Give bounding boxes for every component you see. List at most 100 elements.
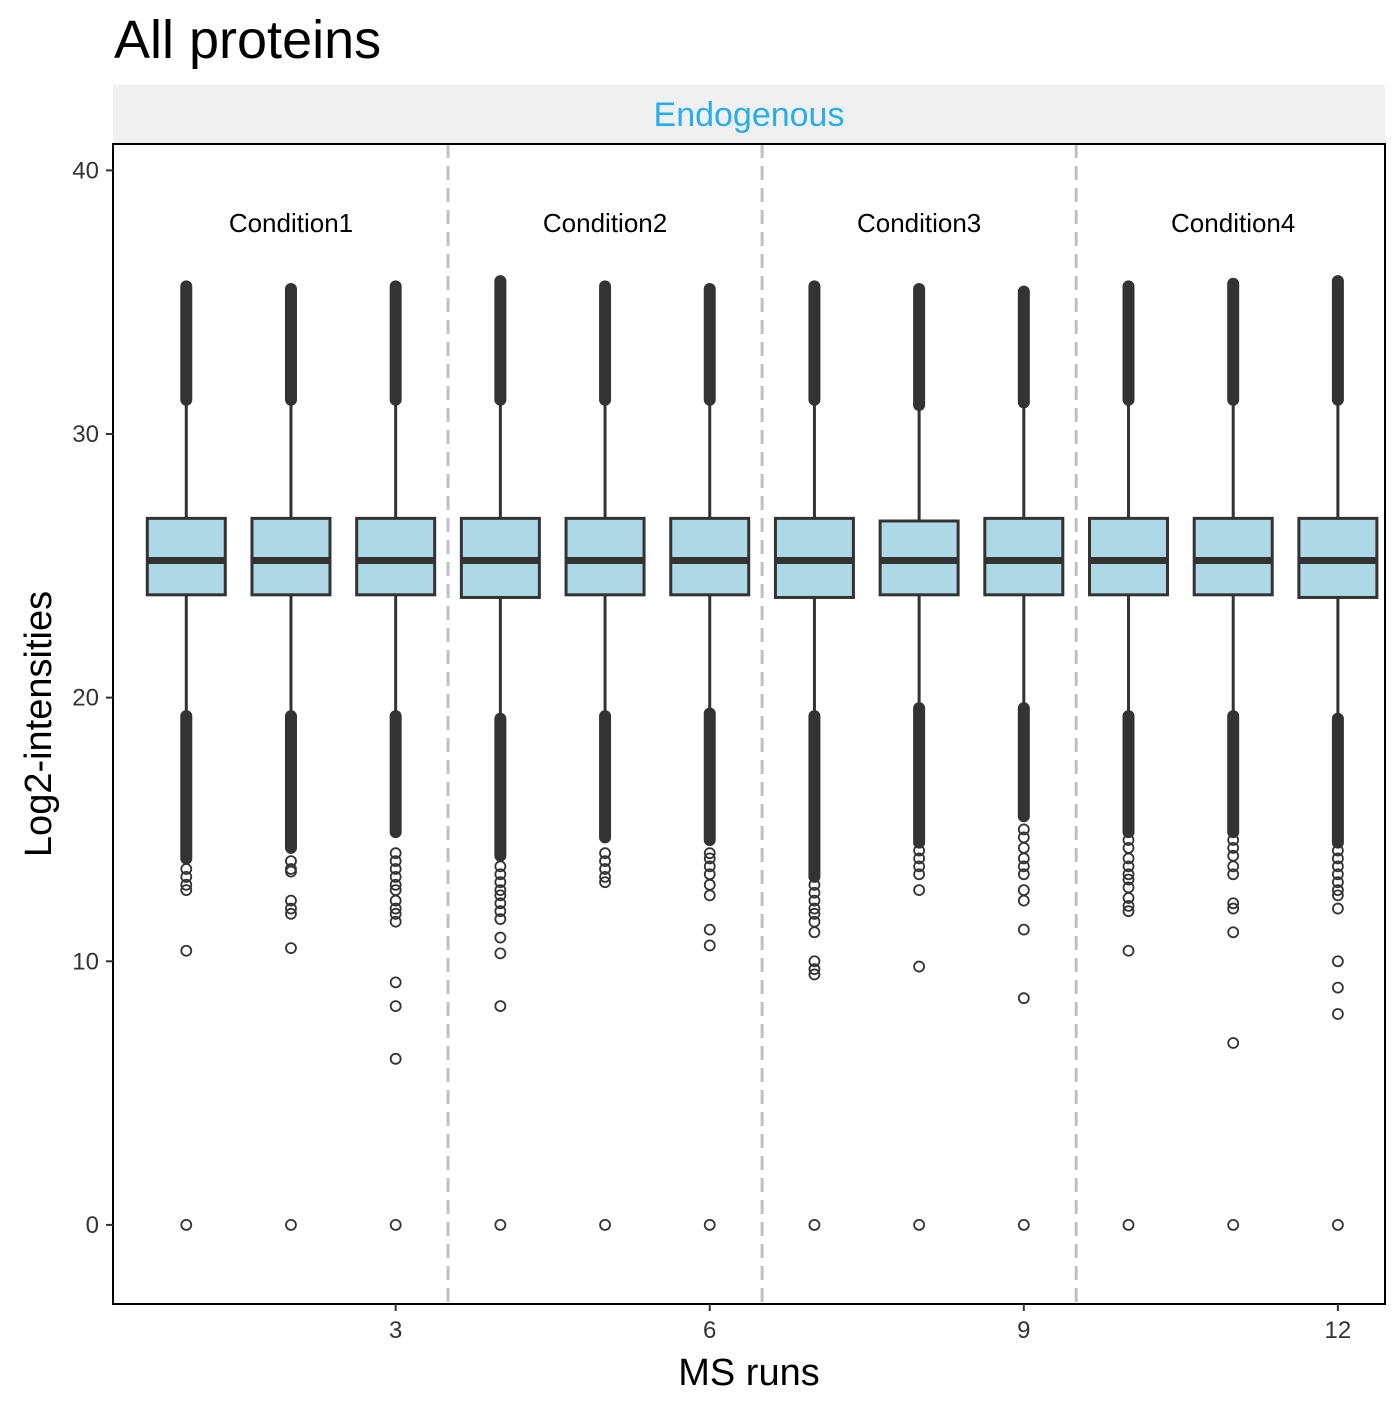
- outlier-point: [703, 847, 716, 860]
- outlier-point: [494, 913, 507, 925]
- outlier-point: [599, 1219, 611, 1231]
- outlier-point: [389, 915, 402, 928]
- outlier-point: [913, 844, 926, 857]
- x-tick-label: 12: [1325, 1317, 1352, 1344]
- outlier-point: [913, 852, 926, 865]
- outlier-point: [494, 897, 507, 910]
- x-axis-title: MS runs: [678, 1352, 819, 1394]
- outlier-point: [1017, 823, 1030, 836]
- box-iqr: [564, 516, 646, 597]
- box-iqr: [355, 516, 437, 597]
- outlier-point: [1227, 897, 1240, 910]
- outlier-point: [913, 884, 926, 896]
- boxplot-series: [145, 275, 1379, 1231]
- outlier-point: [389, 902, 402, 915]
- outlier-point: [1331, 852, 1344, 865]
- outlier-point: [1331, 889, 1344, 902]
- box-run-1: [145, 280, 227, 1231]
- outlier-point: [1331, 884, 1344, 896]
- outlier-point: [1017, 1219, 1030, 1231]
- outlier-point: [494, 884, 507, 896]
- outlier-point: [1227, 860, 1240, 873]
- x-tick-label: 3: [389, 1317, 402, 1344]
- box-run-8: [878, 283, 960, 1231]
- box-iqr: [1192, 516, 1274, 597]
- outlier-point: [1017, 923, 1030, 936]
- condition-label: Condition3: [857, 208, 981, 238]
- outlier-point: [1017, 868, 1030, 881]
- y-tick-label: 20: [72, 685, 99, 712]
- condition-label: Condition2: [543, 208, 667, 238]
- outlier-point: [808, 907, 821, 920]
- box-run-6: [669, 283, 751, 1231]
- outlier-point: [1227, 868, 1240, 881]
- outlier-point: [599, 871, 611, 883]
- outlier-point: [1017, 894, 1030, 907]
- outlier-point: [180, 944, 193, 957]
- outlier-point: [180, 863, 193, 875]
- outlier-point: [1017, 852, 1030, 865]
- outlier-point: [389, 1052, 402, 1065]
- outlier-point: [1227, 1219, 1240, 1231]
- outlier-point: [1331, 876, 1344, 889]
- condition-labels: Condition1 Condition2 Condition3 Condition4: [229, 208, 1296, 238]
- outlier-point: [808, 963, 821, 976]
- box-run-12: [1297, 275, 1379, 1231]
- box-run-2: [250, 283, 332, 1231]
- outlier-point: [494, 860, 507, 873]
- box-iqr: [250, 516, 332, 597]
- outlier-point: [913, 860, 926, 873]
- outlier-point: [1331, 1219, 1344, 1231]
- outlier-point: [1122, 900, 1135, 912]
- outlier-point: [285, 894, 297, 907]
- outlier-point: [703, 1219, 716, 1231]
- condition-label: Condition4: [1171, 208, 1295, 238]
- outlier-point: [1017, 860, 1030, 873]
- outlier-point: [808, 894, 821, 907]
- box-iqr: [669, 516, 751, 597]
- outlier-point: [494, 1219, 507, 1231]
- outlier-point: [1331, 981, 1344, 994]
- outlier-point: [703, 852, 716, 865]
- outlier-point: [494, 947, 507, 960]
- y-tick-label: 0: [86, 1212, 99, 1239]
- outlier-point: [1122, 892, 1135, 904]
- box-iqr: [983, 516, 1065, 597]
- outlier-point: [1122, 873, 1135, 886]
- outlier-point: [1331, 902, 1344, 915]
- outlier-point: [389, 847, 402, 860]
- outlier-point: [180, 1219, 193, 1231]
- outlier-point: [1017, 884, 1030, 896]
- outlier-point: [808, 886, 821, 899]
- outlier-point: [599, 876, 611, 889]
- outlier-point: [808, 878, 821, 891]
- condition-label: Condition1: [229, 208, 353, 238]
- outlier-point: [389, 1219, 402, 1231]
- outlier-point: [285, 902, 297, 915]
- outlier-point: [1122, 834, 1135, 846]
- y-tick-label: 10: [72, 948, 99, 975]
- outlier-point: [285, 865, 297, 878]
- box-run-7: [773, 280, 855, 1231]
- outlier-point: [180, 871, 193, 883]
- outlier-point: [1331, 860, 1344, 873]
- box-run-4: [459, 275, 541, 1231]
- outlier-point: [1331, 1008, 1344, 1020]
- outlier-point: [494, 868, 507, 881]
- outlier-point: [389, 1000, 402, 1012]
- x-axis: 3 6 9 12: [389, 1304, 1351, 1344]
- outlier-point: [599, 847, 611, 860]
- outlier-point: [1331, 955, 1344, 968]
- outlier-point: [1017, 992, 1030, 1005]
- outlier-point: [808, 1219, 821, 1231]
- outlier-point: [494, 905, 507, 918]
- facet-strip: [113, 85, 1385, 143]
- outlier-point: [494, 1000, 507, 1012]
- outlier-point: [389, 863, 402, 875]
- outlier-point: [913, 868, 926, 881]
- box-iqr: [1088, 516, 1170, 597]
- outlier-point: [389, 878, 402, 891]
- outlier-point: [913, 960, 926, 973]
